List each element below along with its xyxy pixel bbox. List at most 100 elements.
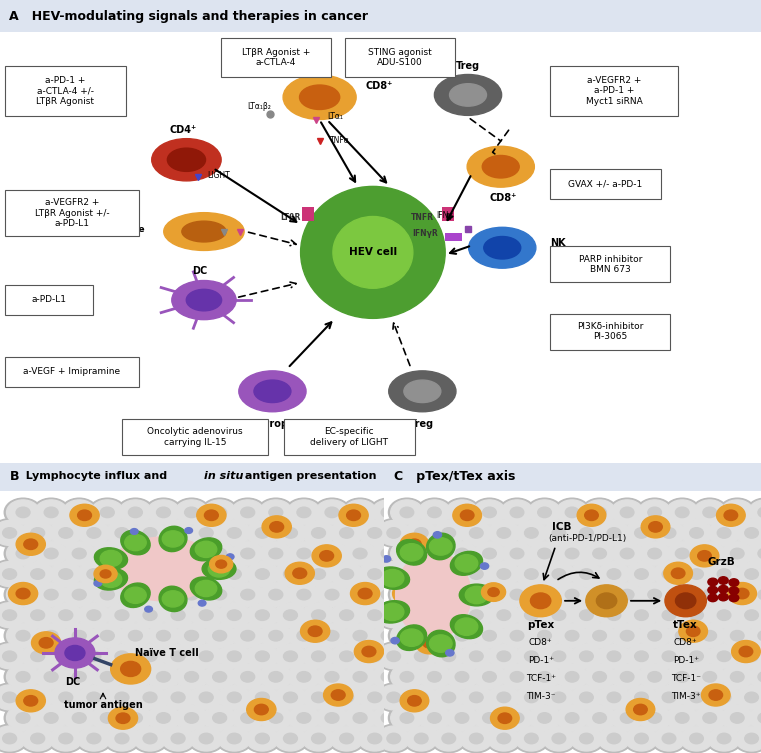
Circle shape — [330, 644, 363, 669]
Text: tumor antigen: tumor antigen — [65, 700, 143, 710]
Circle shape — [611, 582, 643, 607]
Circle shape — [689, 569, 703, 579]
Circle shape — [159, 559, 197, 588]
Circle shape — [274, 562, 307, 587]
Circle shape — [524, 528, 538, 538]
Circle shape — [189, 520, 223, 545]
Circle shape — [0, 726, 26, 751]
Circle shape — [171, 651, 185, 662]
Circle shape — [240, 507, 255, 517]
Circle shape — [497, 692, 511, 703]
Circle shape — [125, 587, 146, 603]
Circle shape — [540, 601, 578, 630]
Circle shape — [524, 651, 538, 662]
Circle shape — [284, 528, 298, 538]
Circle shape — [747, 663, 761, 691]
Circle shape — [584, 510, 598, 520]
Circle shape — [75, 601, 113, 630]
Circle shape — [16, 533, 46, 555]
Circle shape — [515, 726, 548, 751]
Circle shape — [371, 664, 405, 689]
Circle shape — [528, 623, 561, 648]
Circle shape — [60, 663, 98, 691]
Circle shape — [568, 559, 605, 588]
Circle shape — [528, 500, 561, 525]
Circle shape — [369, 704, 407, 732]
Circle shape — [7, 664, 40, 689]
Circle shape — [664, 621, 701, 650]
Circle shape — [147, 664, 180, 689]
Circle shape — [446, 650, 454, 656]
Circle shape — [520, 585, 562, 617]
Circle shape — [675, 712, 689, 723]
Circle shape — [274, 685, 307, 710]
Circle shape — [446, 706, 478, 730]
Circle shape — [381, 507, 395, 517]
Circle shape — [44, 507, 58, 517]
Ellipse shape — [396, 540, 427, 565]
Circle shape — [325, 712, 339, 723]
Circle shape — [455, 618, 478, 636]
Circle shape — [680, 685, 713, 710]
Circle shape — [316, 706, 349, 730]
Circle shape — [0, 685, 26, 710]
Circle shape — [626, 520, 658, 545]
Circle shape — [596, 642, 632, 670]
Circle shape — [78, 520, 110, 545]
Circle shape — [543, 726, 575, 751]
Circle shape — [735, 685, 761, 710]
Circle shape — [470, 569, 483, 579]
Circle shape — [339, 651, 354, 662]
Circle shape — [745, 569, 759, 579]
Circle shape — [513, 642, 549, 670]
Circle shape — [240, 712, 255, 723]
Circle shape — [444, 663, 480, 691]
Circle shape — [254, 704, 268, 715]
Circle shape — [129, 672, 142, 682]
Circle shape — [405, 644, 438, 669]
Circle shape — [31, 632, 61, 654]
Circle shape — [231, 706, 264, 730]
Circle shape — [528, 664, 561, 689]
Circle shape — [510, 548, 524, 559]
Circle shape — [540, 642, 578, 670]
Circle shape — [666, 623, 699, 648]
Circle shape — [415, 692, 428, 703]
Circle shape — [16, 588, 30, 599]
Circle shape — [257, 539, 295, 568]
Circle shape — [758, 590, 761, 600]
Circle shape — [24, 696, 37, 706]
Ellipse shape — [94, 547, 128, 569]
Circle shape — [256, 692, 269, 703]
Circle shape — [21, 602, 54, 628]
Circle shape — [526, 539, 563, 568]
Circle shape — [201, 621, 238, 650]
Ellipse shape — [482, 155, 519, 178]
Circle shape — [358, 644, 391, 669]
Circle shape — [215, 519, 253, 547]
Circle shape — [62, 500, 96, 525]
Circle shape — [30, 733, 45, 744]
Circle shape — [203, 664, 236, 689]
Circle shape — [705, 519, 743, 547]
Circle shape — [662, 610, 676, 620]
Circle shape — [0, 602, 26, 628]
Circle shape — [147, 582, 180, 607]
Circle shape — [611, 623, 643, 648]
Circle shape — [693, 541, 726, 566]
Circle shape — [16, 672, 30, 682]
Circle shape — [313, 704, 351, 732]
Circle shape — [87, 610, 100, 620]
Circle shape — [228, 733, 241, 744]
Text: CD8⁺: CD8⁺ — [529, 639, 552, 648]
Circle shape — [444, 621, 480, 650]
Circle shape — [648, 712, 661, 723]
Circle shape — [702, 684, 730, 706]
Circle shape — [162, 531, 183, 547]
Circle shape — [34, 706, 68, 730]
Circle shape — [88, 621, 126, 650]
Circle shape — [735, 644, 761, 669]
Circle shape — [593, 548, 607, 559]
Circle shape — [680, 602, 713, 628]
Circle shape — [597, 726, 630, 751]
